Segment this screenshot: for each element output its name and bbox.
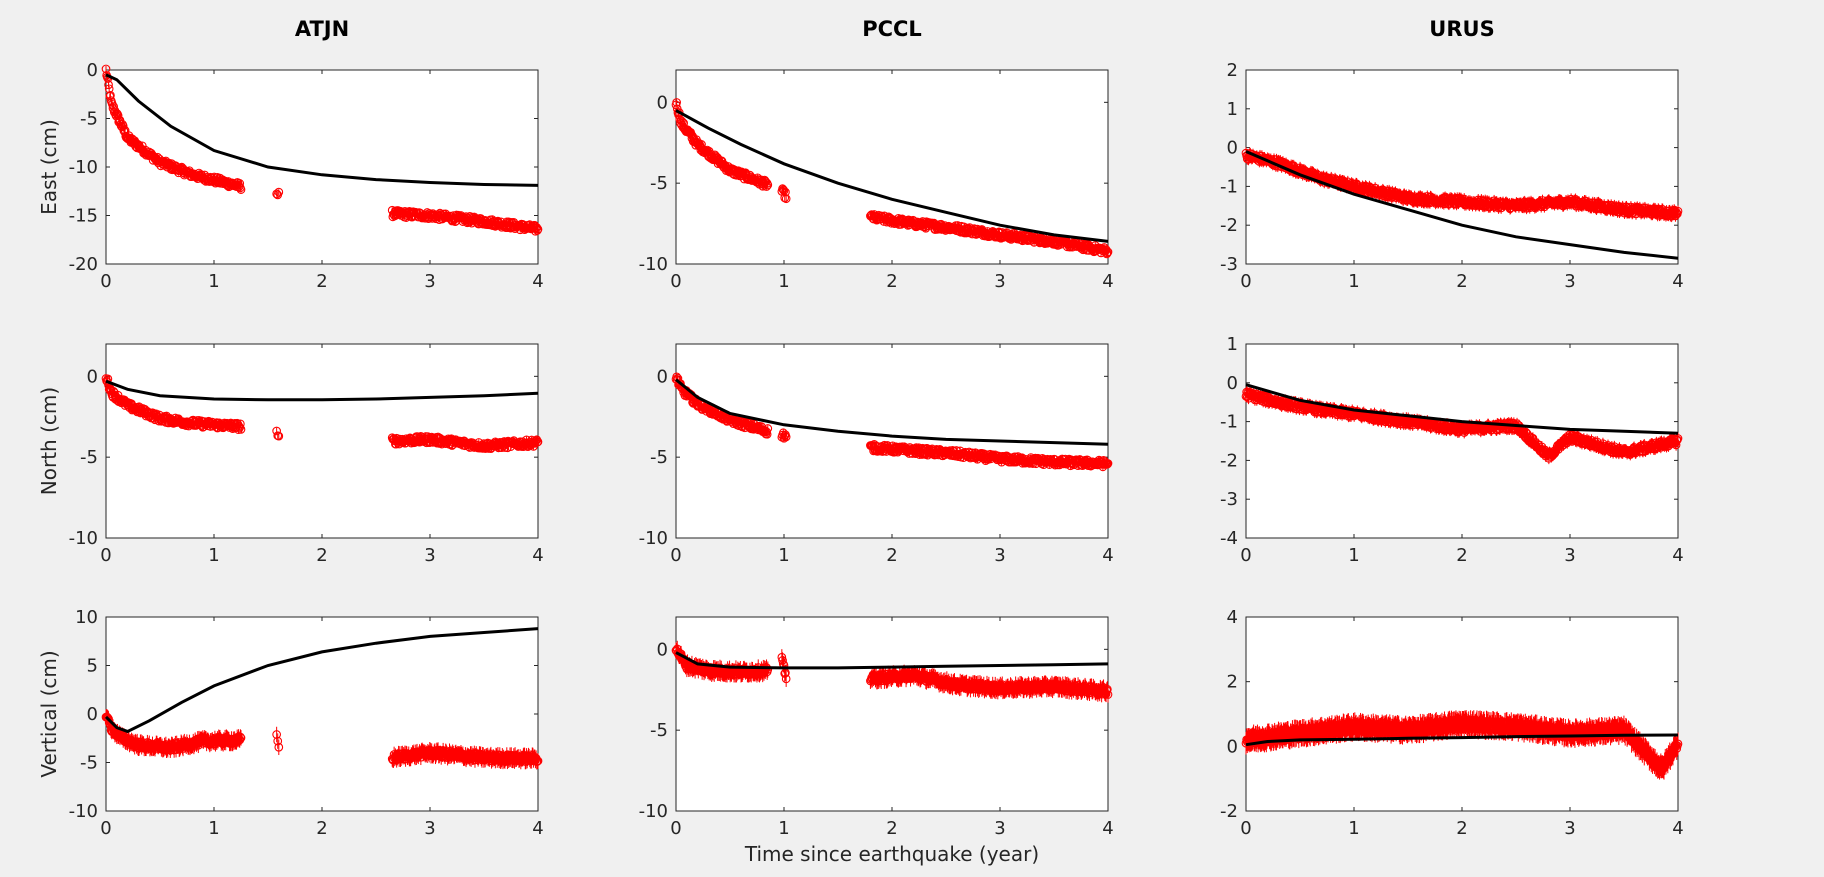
x-tick-label: 0 bbox=[100, 545, 111, 566]
observed-point bbox=[672, 98, 681, 107]
observed-point bbox=[272, 189, 281, 199]
x-tick-label: 1 bbox=[778, 545, 789, 566]
y-tick-label: -5 bbox=[80, 109, 98, 130]
y-tick-label: 0 bbox=[657, 92, 668, 113]
observed-point bbox=[531, 223, 541, 233]
panel-pccl-east: 0 1 2 3 4 0 -5 -10 PCCL bbox=[639, 17, 1114, 292]
observed-point bbox=[113, 111, 123, 120]
x-tick-label: 4 bbox=[1102, 271, 1113, 292]
observed-point bbox=[104, 80, 113, 90]
observed-point bbox=[235, 179, 245, 188]
panel-title: URUS bbox=[1429, 17, 1494, 41]
y-tick-label: -20 bbox=[69, 254, 98, 275]
x-tick-label: 2 bbox=[886, 545, 897, 566]
y-tick-label: 0 bbox=[657, 366, 668, 387]
x-tick-label: 3 bbox=[994, 271, 1005, 292]
observed-point bbox=[274, 187, 284, 197]
x-tick-label: 3 bbox=[424, 545, 435, 566]
y-tick-label: 0 bbox=[87, 366, 98, 387]
x-tick-label: 0 bbox=[100, 271, 111, 292]
x-tick-label: 4 bbox=[1672, 271, 1683, 292]
y-tick-label: -15 bbox=[69, 206, 98, 227]
x-tick-label: 1 bbox=[1348, 271, 1359, 292]
x-tick-label: 2 bbox=[316, 271, 327, 292]
x-tick-label: 4 bbox=[532, 545, 543, 566]
x-tick-label: 3 bbox=[994, 545, 1005, 566]
panel-atjn-north: 0 1 2 3 4 0 -5 -10 North (cm) bbox=[37, 343, 544, 566]
x-tick-label: 4 bbox=[1102, 545, 1113, 566]
observed-point bbox=[780, 193, 790, 203]
observed-point bbox=[118, 121, 128, 131]
panel-title: PCCL bbox=[862, 17, 922, 41]
observed-point bbox=[105, 91, 115, 101]
observed-point bbox=[678, 117, 687, 127]
y-tick-label: -1 bbox=[1220, 176, 1238, 197]
y-tick-label: 0 bbox=[1227, 138, 1238, 159]
panel-atjn-east: 0 1 2 3 4 0 -5 -10 -15 -20 ATJN East (cm) bbox=[37, 17, 544, 292]
x-tick-label: 2 bbox=[886, 271, 897, 292]
x-tick-label: 1 bbox=[778, 271, 789, 292]
x-tick-label: 1 bbox=[208, 545, 219, 566]
observed-point bbox=[778, 185, 788, 194]
y-axis-label: East (cm) bbox=[37, 119, 61, 215]
x-tick-label: 1 bbox=[208, 271, 219, 292]
observed-point bbox=[679, 118, 689, 128]
observed-point bbox=[781, 194, 791, 204]
model-curve bbox=[105, 73, 539, 187]
y-tick-label: -5 bbox=[80, 447, 98, 468]
x-tick-label: 3 bbox=[424, 271, 435, 292]
x-tick-label: 0 bbox=[670, 545, 681, 566]
x-tick-label: 0 bbox=[1240, 271, 1251, 292]
y-tick-label: -5 bbox=[650, 447, 668, 468]
x-tick-label: 4 bbox=[532, 271, 543, 292]
y-tick-label: -10 bbox=[69, 528, 98, 549]
panel-pccl-north: 0 1 2 3 4 0 -5 -10 bbox=[639, 343, 1114, 566]
observed-point bbox=[781, 187, 790, 197]
y-tick-label: 1 bbox=[1227, 99, 1238, 120]
y-tick-label: 0 bbox=[87, 60, 98, 81]
observed-point bbox=[532, 223, 542, 232]
y-tick-label: 2 bbox=[1227, 60, 1238, 81]
x-tick-label: 2 bbox=[1456, 271, 1467, 292]
y-tick-label: -3 bbox=[1220, 254, 1238, 275]
y-tick-label: -5 bbox=[650, 173, 668, 194]
observed-point bbox=[101, 64, 111, 74]
y-tick-label: -10 bbox=[639, 528, 668, 549]
x-tick-label: 0 bbox=[670, 271, 681, 292]
panel-title: ATJN bbox=[295, 17, 349, 41]
y-tick-label: -10 bbox=[69, 157, 98, 178]
observed-point bbox=[533, 224, 543, 234]
y-axis-label: North (cm) bbox=[37, 387, 61, 495]
observed-point bbox=[112, 108, 122, 118]
observed-point bbox=[236, 185, 246, 194]
panel-urus-east: 0 1 2 3 4 2 1 0 -1 -2 -3 URUS bbox=[1220, 17, 1684, 292]
y-tick-label: -10 bbox=[639, 254, 668, 275]
y-tick-label: -2 bbox=[1220, 215, 1238, 236]
x-tick-label: 3 bbox=[1564, 271, 1575, 292]
observed-point bbox=[763, 180, 773, 190]
observed-point bbox=[762, 182, 771, 191]
x-tick-label: 2 bbox=[316, 545, 327, 566]
